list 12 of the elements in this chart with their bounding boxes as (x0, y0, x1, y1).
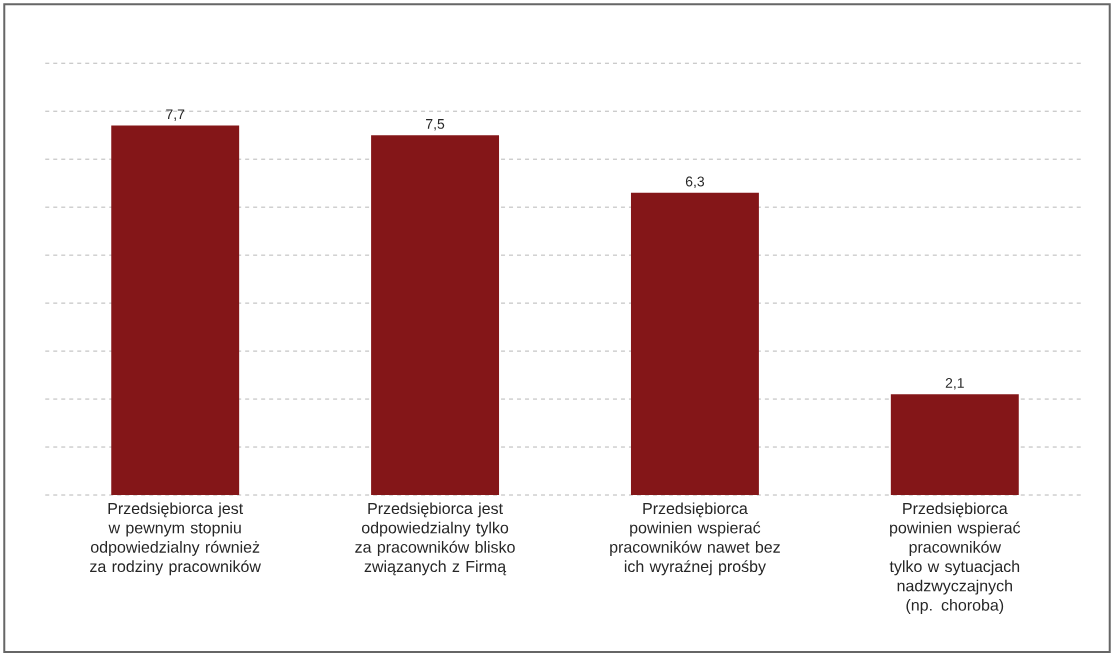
data-label: 2,1 (945, 377, 964, 390)
data-label: 7,7 (166, 109, 185, 121)
bar (371, 135, 500, 495)
x-tick-label: Przedsiębiorca powinien wspierać pracowników nawet bez ich wyraźnej prośby (610, 502, 780, 576)
bar (890, 394, 1019, 495)
bar (630, 192, 759, 495)
data-label: 7,5 (426, 119, 445, 131)
bar (111, 125, 240, 495)
x-tick-label: Przedsiębiorca powinien wspierać pracowników tylko w sytuacjach nadzwyczajnych (np. choroba) (889, 502, 1021, 614)
data-label: 6,3 (685, 176, 705, 188)
x-tick-label: Przedsiębiorca jest odpowiedzialny tylko za pracowników blisko związanych z Firmą (355, 502, 515, 576)
x-tick-label: Przedsiębiorca jest w pewnym stopniu odpowiedzialny również za rodziny pracowników (90, 502, 261, 576)
